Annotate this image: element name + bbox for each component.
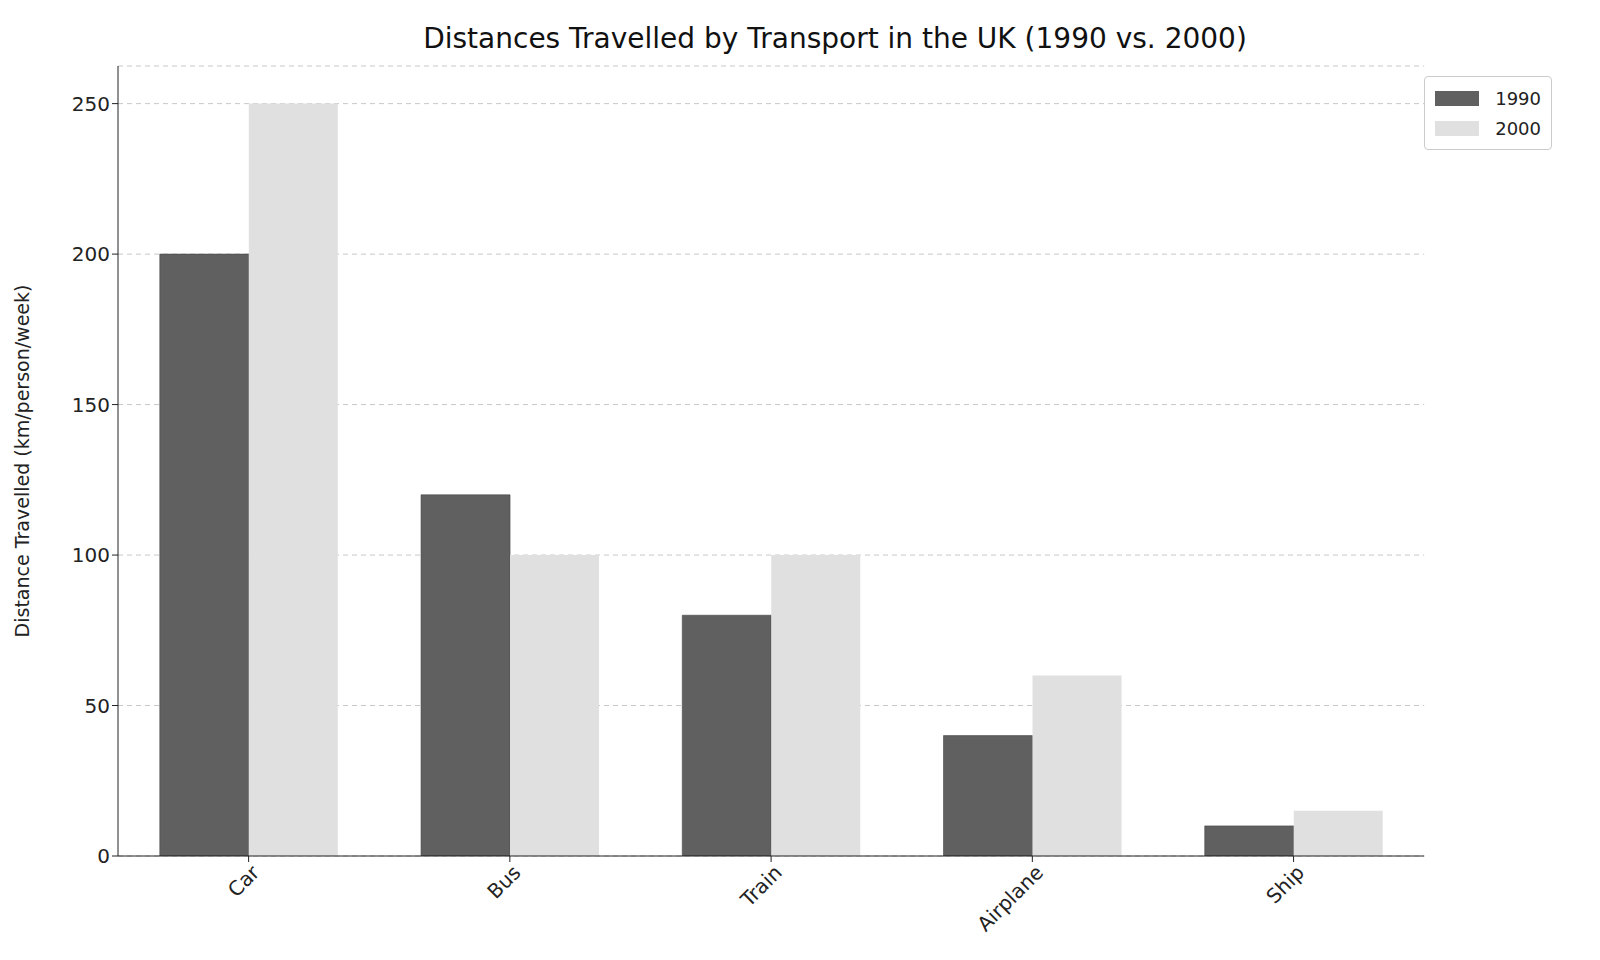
svg-text:150: 150 — [72, 393, 110, 417]
svg-text:Distance Travelled (km/person/: Distance Travelled (km/person/week) — [11, 285, 33, 638]
html-text:1990: 1990 — [1495, 87, 1541, 109]
html-text:2000: 2000 — [1495, 117, 1541, 139]
html-text:Distances Travelled by Transpo: Distances Travelled by Transport in the … — [423, 22, 1247, 55]
svg-text:200: 200 — [72, 242, 110, 266]
svg-text:Train: Train — [735, 860, 787, 912]
svg-text:Bus: Bus — [482, 860, 525, 903]
svg-text:250: 250 — [72, 92, 110, 116]
svg-text:50: 50 — [85, 694, 110, 718]
svg-text:100: 100 — [72, 543, 110, 567]
svg-text:Ship: Ship — [1261, 860, 1309, 908]
svg-text:Airplane: Airplane — [972, 860, 1048, 936]
svg-text:Car: Car — [223, 860, 265, 902]
svg-text:0: 0 — [97, 844, 110, 868]
